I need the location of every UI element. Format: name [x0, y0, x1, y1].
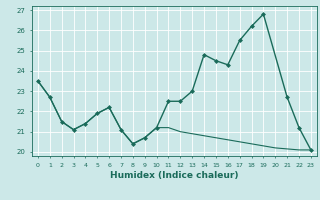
- X-axis label: Humidex (Indice chaleur): Humidex (Indice chaleur): [110, 171, 239, 180]
